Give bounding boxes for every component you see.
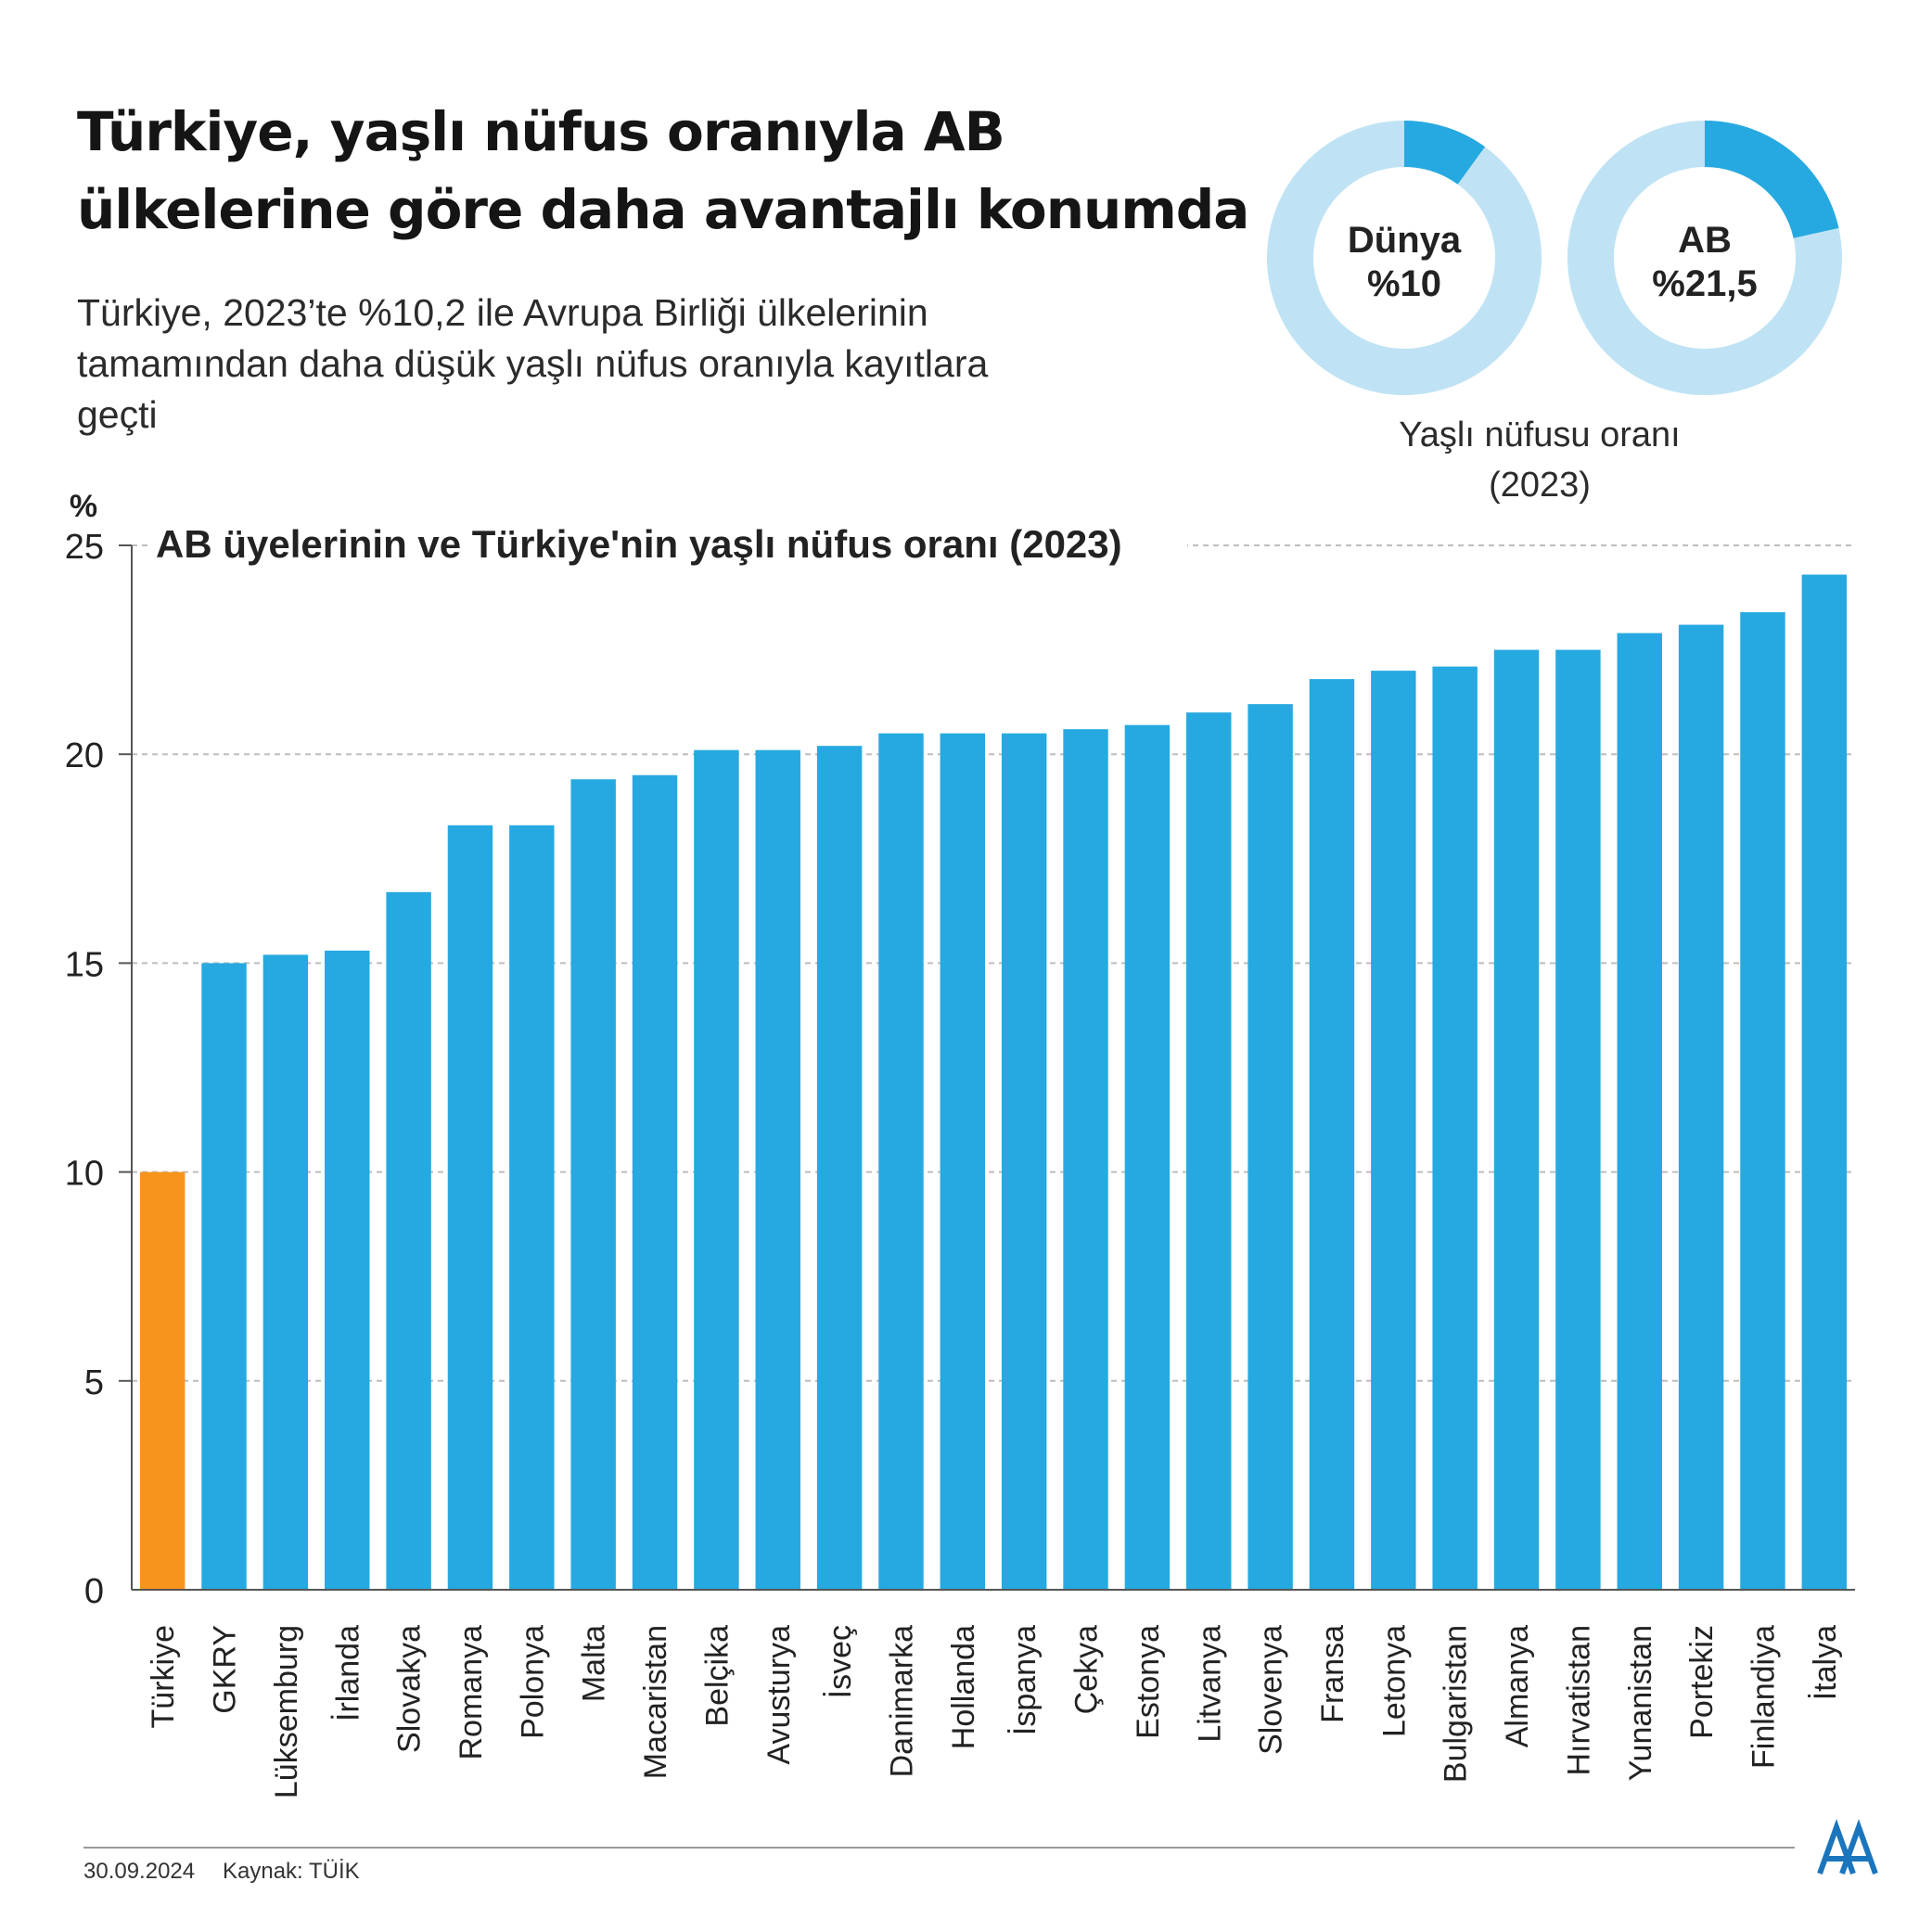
bar (447, 825, 493, 1590)
y-tick-label: 15 (65, 945, 104, 984)
bar (1001, 733, 1047, 1590)
x-tick-label: Estonya (1131, 1625, 1166, 1739)
donut-ab-name: AB (1678, 220, 1732, 261)
x-tick-label: İspanya (1007, 1625, 1043, 1735)
axes (131, 545, 1855, 1591)
bar (1186, 712, 1232, 1590)
x-tick-label: Letonya (1376, 1625, 1412, 1737)
x-tick-label: Slovenya (1254, 1625, 1289, 1755)
bar (1617, 633, 1662, 1590)
bar (386, 891, 431, 1590)
donuts-caption-line2: (2023) (1489, 466, 1591, 505)
bar (509, 825, 555, 1590)
x-tick-label: Malta (577, 1625, 612, 1702)
footer-divider (83, 1847, 1795, 1849)
x-tick-label: GKRY (208, 1625, 243, 1714)
x-tick-label: Finlandiya (1746, 1625, 1781, 1769)
bar (262, 954, 309, 1590)
bar (1309, 679, 1355, 1590)
x-tick-label: Hırvatistan (1561, 1625, 1596, 1776)
bar (1247, 704, 1293, 1590)
bar (1493, 649, 1540, 1590)
x-tick-label: Almanya (1500, 1625, 1535, 1747)
x-tick-label: Çekya (1069, 1625, 1105, 1714)
donut-dunya-value: %10 (1366, 263, 1442, 304)
donut-ab-value: %21,5 (1652, 263, 1758, 304)
donut-ab: AB %21,5 (1566, 119, 1844, 397)
bar (201, 963, 247, 1590)
donut-ab-ring (1567, 121, 1842, 395)
bar (139, 1171, 186, 1590)
bar (632, 774, 678, 1590)
x-tick-label: İtalya (1808, 1625, 1843, 1700)
chart-title-backdrop (148, 515, 1187, 575)
y-axis-ticks: 0 5 10 15 20 25 (65, 528, 132, 1611)
x-tick-label: Belçika (699, 1625, 735, 1727)
donut-dunya-ring (1267, 121, 1542, 395)
bar (325, 950, 370, 1590)
bars (139, 574, 1848, 1591)
subtitle: Türkiye, 2023’te %10,2 ile Avrupa Birliğ… (77, 291, 989, 436)
headline: Türkiye, yaşlı nüfus oranıyla AB ülkeler… (77, 100, 1249, 241)
donuts-caption: Yaşlı nüfusu oranı (2023) (1336, 410, 1744, 510)
x-tick-label: Türkiye (146, 1625, 181, 1728)
x-tick-label: Portekiz (1684, 1625, 1720, 1739)
bar (755, 749, 800, 1590)
bar (1740, 612, 1785, 1591)
bar (1801, 574, 1848, 1590)
donut-dunya-label: Dünya %10 (1265, 219, 1543, 306)
donuts-caption-line1: Yaşlı nüfusu oranı (1399, 416, 1681, 454)
x-tick-label: Polonya (515, 1625, 550, 1739)
x-tick-label: Danimarka (884, 1625, 919, 1777)
x-tick-label: Macaristan (638, 1625, 673, 1779)
y-tick-label: 25 (65, 528, 104, 567)
footer-source: Kaynak: TÜİK (223, 1859, 360, 1884)
aa-logo-icon (1817, 1819, 1878, 1875)
donut-dunya-name: Dünya (1347, 220, 1462, 261)
x-tick-label: İsveç (823, 1625, 858, 1698)
bar (570, 779, 616, 1590)
x-tick-label: Romanya (454, 1625, 489, 1760)
bar (1432, 666, 1478, 1590)
x-tick-label: Hollanda (946, 1625, 981, 1749)
x-tick-label: Fransa (1315, 1625, 1350, 1723)
x-axis-labels: Türkiye GKRY Lüksemburg İrlanda Slovakya Roma… (146, 1625, 1843, 1798)
bar (816, 746, 863, 1590)
x-tick-label: Yunanistan (1623, 1625, 1658, 1781)
x-tick-label: Avusturya (761, 1625, 797, 1765)
x-tick-label: İrlanda (330, 1625, 365, 1721)
bar (694, 749, 739, 1590)
y-tick-label: 0 (84, 1572, 104, 1611)
footer-date: 30.09.2024 (83, 1859, 196, 1884)
bar (1371, 671, 1416, 1590)
x-tick-label: Slovakya (392, 1625, 428, 1753)
bar (1678, 624, 1724, 1591)
x-tick-label: Lüksemburg (269, 1625, 304, 1798)
donut-dunya: Dünya %10 (1265, 119, 1543, 397)
chart-title: AB üyelerinin ve Türkiye'nin yaşlı nüfus… (156, 522, 1122, 566)
y-tick-label: 20 (65, 736, 104, 775)
y-tick-label: 5 (84, 1363, 104, 1402)
bar (940, 733, 986, 1590)
y-axis-unit: % (70, 489, 97, 524)
bar (1063, 729, 1108, 1590)
y-tick-label: 10 (65, 1155, 104, 1194)
x-tick-label: Litvanya (1192, 1625, 1227, 1743)
x-tick-label: Bulgaristan (1439, 1625, 1474, 1783)
donut-ab-label: AB %21,5 (1566, 219, 1844, 306)
bar (878, 733, 924, 1590)
bar (1124, 724, 1171, 1590)
bar (1555, 649, 1601, 1590)
